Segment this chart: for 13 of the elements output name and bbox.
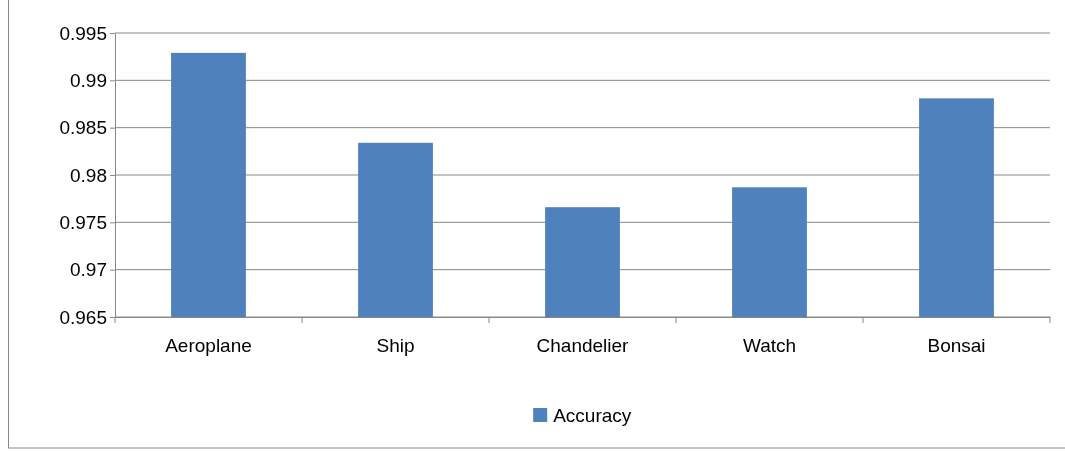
- x-tick-label: Aeroplane: [165, 335, 252, 357]
- x-tick-label: Ship: [376, 335, 415, 357]
- y-tick-label: 0.99: [70, 69, 107, 91]
- y-tick-label: 0.98: [70, 164, 107, 186]
- x-tick-label: Watch: [742, 335, 797, 357]
- y-tick-label: 0.975: [59, 211, 107, 233]
- y-tick-label: 0.965: [59, 306, 107, 328]
- x-tick-label: Bonsai: [927, 335, 986, 357]
- y-tick-label: 0.97: [70, 259, 107, 281]
- legend-label: Accuracy: [553, 405, 632, 426]
- x-tick-label: Chandelier: [536, 335, 630, 357]
- y-tick-label: 0.985: [59, 117, 107, 139]
- y-tick-label: 0.995: [59, 22, 107, 44]
